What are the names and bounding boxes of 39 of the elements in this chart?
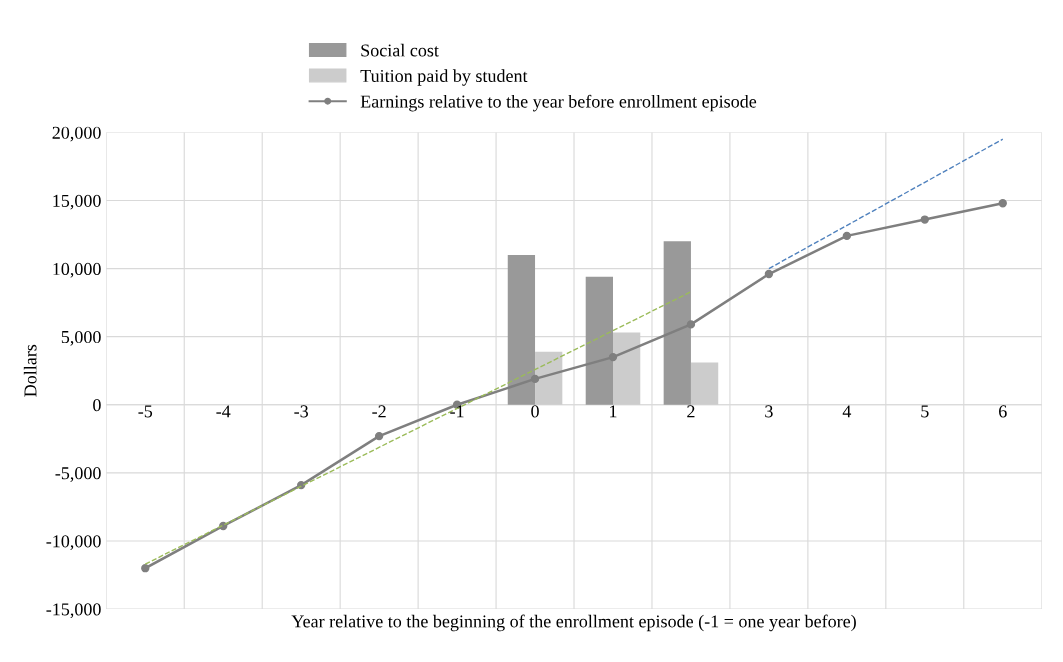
bar — [507, 254, 536, 405]
bar — [535, 351, 563, 405]
point — [764, 269, 774, 279]
x-axis-title: Year relative to the beginning of the enrollment episode (-1 = one year before) — [291, 614, 856, 632]
x-tick-label: 1 — [610, 405, 617, 418]
y-tick-label: 10,000 — [53, 262, 101, 278]
bar — [663, 241, 691, 405]
x-tick-label: -2 — [372, 405, 386, 418]
point — [374, 431, 384, 441]
point — [998, 199, 1007, 208]
point — [141, 564, 150, 573]
y-tick-label: 5,000 — [61, 330, 101, 346]
bar — [690, 362, 719, 405]
point — [920, 215, 929, 224]
x-tick-label: -1 — [450, 405, 464, 418]
point — [608, 352, 618, 362]
x-tick-label: 3 — [765, 405, 773, 418]
y-axis-title: Dollars — [23, 344, 37, 397]
y-tick-label: -10,000 — [46, 535, 101, 550]
y-tick-label: 20,000 — [52, 126, 101, 142]
x-tick-label: 6 — [999, 405, 1007, 418]
legend-label: Tuition paid by student — [360, 69, 528, 86]
legend-label: Social cost — [361, 43, 439, 57]
y-tick-label: -5,000 — [55, 467, 101, 482]
x-tick-label: 0 — [531, 405, 539, 418]
x-tick-label: -4 — [216, 405, 231, 418]
y-tick-label: -15,000 — [46, 603, 101, 619]
x-tick-label: -5 — [138, 405, 153, 418]
bar — [613, 332, 641, 405]
y-tick-label: 15,000 — [53, 194, 101, 210]
point — [842, 231, 852, 241]
point — [530, 374, 540, 384]
point — [686, 320, 696, 329]
bar — [585, 276, 613, 405]
x-tick-label: 4 — [842, 405, 852, 418]
legend-label: Earnings relative to the year before enrollment episode — [360, 94, 757, 112]
x-tick-label: 5 — [921, 405, 929, 418]
x-tick-label: 2 — [687, 405, 695, 418]
x-tick-label: -3 — [294, 405, 308, 418]
